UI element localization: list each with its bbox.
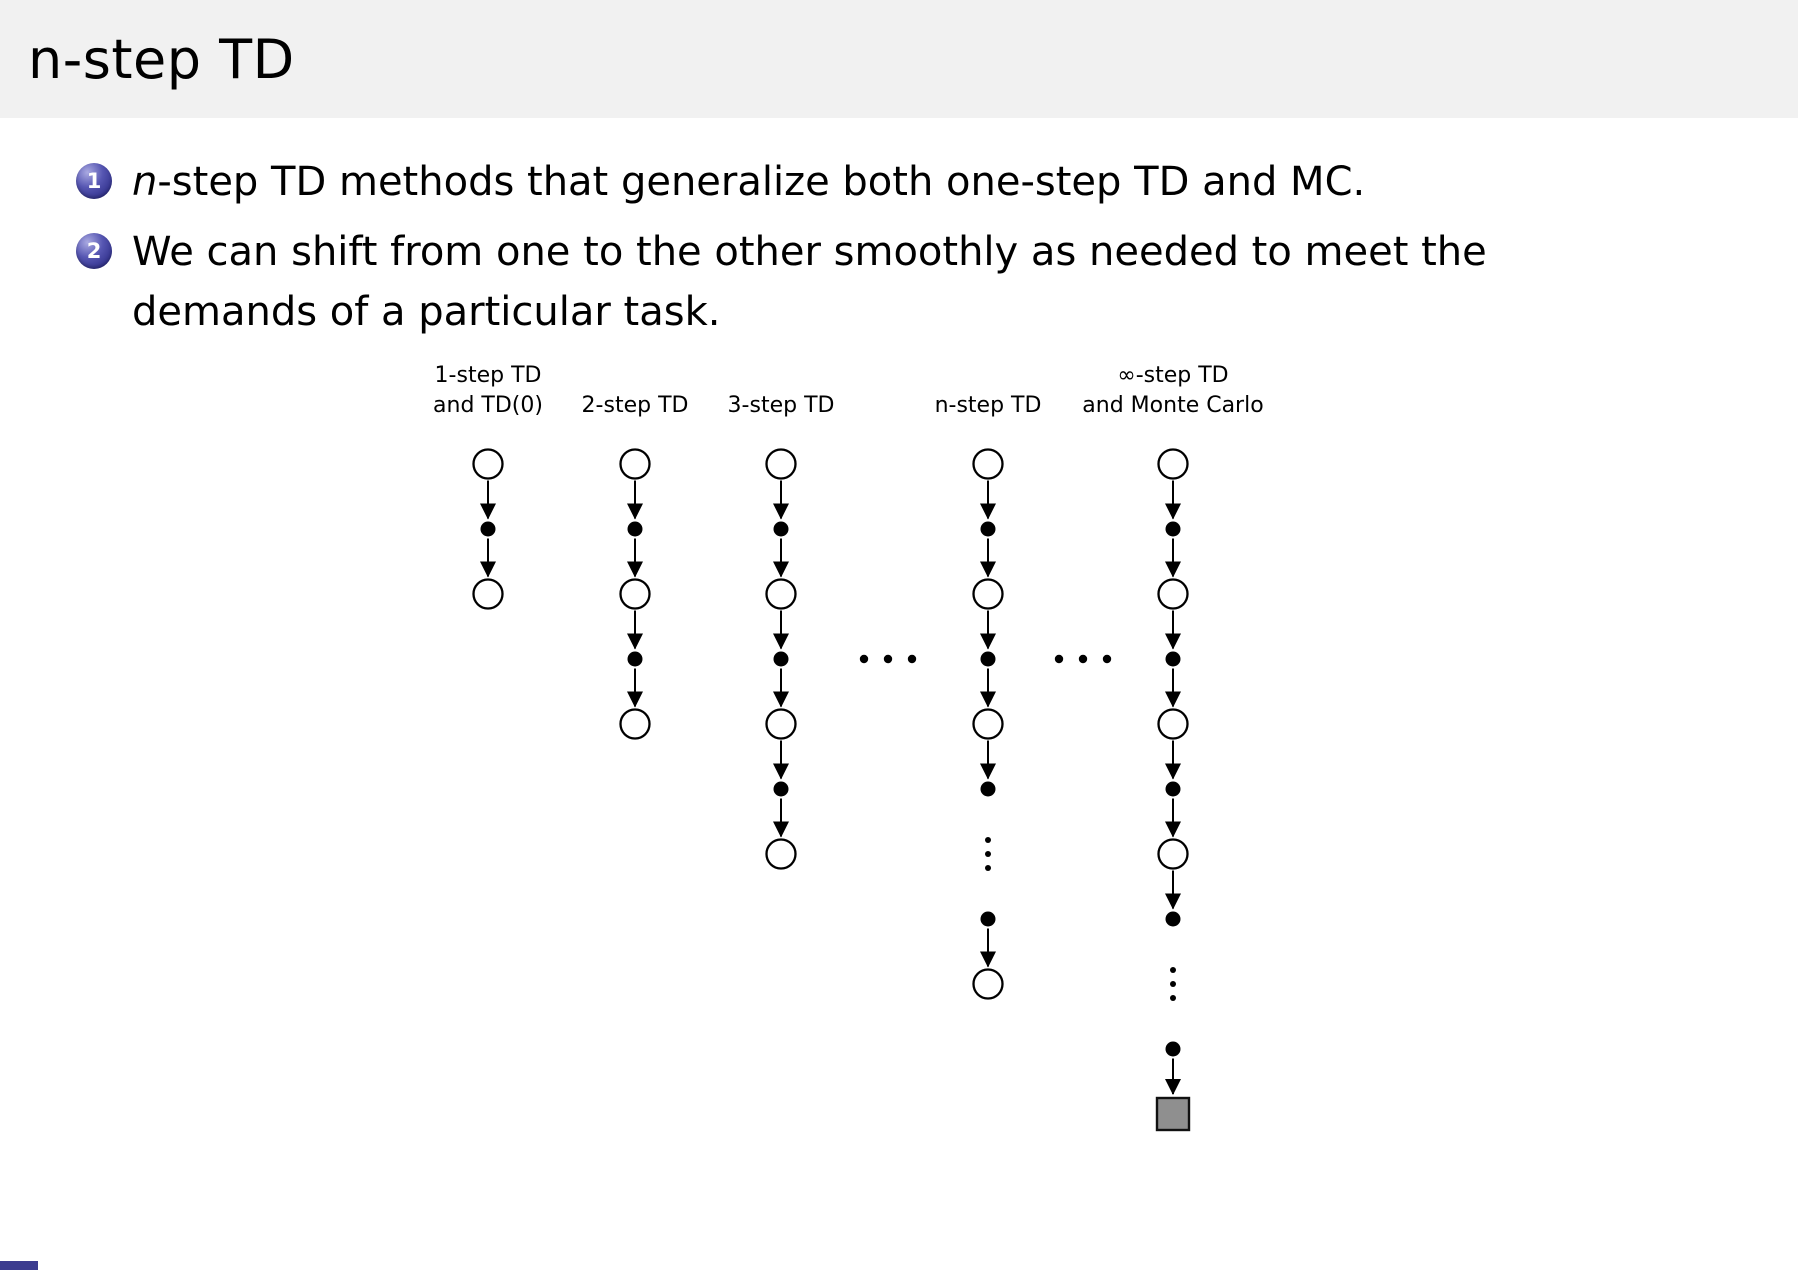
diagram-column: ∞-step TD and Monte Carlo xyxy=(1082,363,1264,1132)
backup-diagram-figure: 1-step TD and TD(0) 2-step TD 3-step TD n-st… xyxy=(418,352,1518,1152)
column-label: 3-step TD xyxy=(728,393,835,418)
state-node xyxy=(765,578,797,610)
action-node xyxy=(627,651,643,667)
vdots-dot xyxy=(985,865,991,871)
vdots-dot xyxy=(985,851,991,857)
column-label: and Monte Carlo xyxy=(1082,393,1263,418)
bullet-text-2-line-2: demands of a particular task. xyxy=(132,289,721,335)
vdots-dot xyxy=(1170,967,1176,973)
ellipsis-dot xyxy=(1054,654,1064,664)
state-node xyxy=(1157,708,1189,740)
action-node xyxy=(980,651,996,667)
action-node xyxy=(1165,911,1181,927)
ellipsis-dot xyxy=(859,654,869,664)
column-label: n-step TD xyxy=(935,393,1042,418)
state-node xyxy=(972,578,1004,610)
bullet-text-2-line-1: We can shift from one to the other smoot… xyxy=(132,229,1487,275)
bullet-list: 1 n-step TD methods that generalize both… xyxy=(76,152,1716,352)
action-node xyxy=(773,651,789,667)
state-node xyxy=(765,708,797,740)
action-node xyxy=(1165,781,1181,797)
state-node xyxy=(619,448,651,480)
ellipsis-dot xyxy=(1102,654,1112,664)
bullet-number-badge-2: 2 xyxy=(76,233,112,269)
vdots-dot xyxy=(985,837,991,843)
state-node xyxy=(765,448,797,480)
vdots-dot xyxy=(1170,995,1176,1001)
ellipsis-dot xyxy=(1078,654,1088,664)
action-node xyxy=(1165,521,1181,537)
state-node xyxy=(1157,838,1189,870)
diagram-ellipsis xyxy=(859,654,917,664)
state-node xyxy=(765,838,797,870)
column-label: 2-step TD xyxy=(582,393,689,418)
ellipsis-dot xyxy=(907,654,917,664)
action-node xyxy=(980,521,996,537)
state-node xyxy=(972,968,1004,1000)
bullet-text-1-rest: -step TD methods that generalize both on… xyxy=(157,159,1366,205)
action-node xyxy=(773,781,789,797)
column-label: and TD(0) xyxy=(433,393,543,418)
action-node xyxy=(980,781,996,797)
bullet-number-badge-1: 1 xyxy=(76,163,112,199)
footer-bar-fragment xyxy=(0,1261,38,1270)
diagram-column: 1-step TD and TD(0) xyxy=(433,363,543,610)
backup-diagram-svg: 1-step TD and TD(0) 2-step TD 3-step TD n-st… xyxy=(433,363,1264,1132)
action-node xyxy=(980,911,996,927)
slide-header: n-step TD xyxy=(0,0,1798,118)
terminal-node xyxy=(1155,1096,1191,1132)
state-node xyxy=(472,578,504,610)
column-label: 1-step TD xyxy=(435,363,542,388)
ellipsis-dot xyxy=(883,654,893,664)
bullet-text-2: We can shift from one to the other smoot… xyxy=(132,222,1487,342)
bullet-item-2: 2 We can shift from one to the other smo… xyxy=(76,222,1716,342)
action-node xyxy=(1165,651,1181,667)
state-node xyxy=(1157,578,1189,610)
action-node xyxy=(480,521,496,537)
bullet-item-1: 1 n-step TD methods that generalize both… xyxy=(76,152,1716,212)
state-node xyxy=(619,708,651,740)
state-node xyxy=(619,578,651,610)
state-node xyxy=(972,708,1004,740)
state-node xyxy=(972,448,1004,480)
action-node xyxy=(1165,1041,1181,1057)
state-node xyxy=(1157,448,1189,480)
action-node xyxy=(773,521,789,537)
diagram-column: n-step TD xyxy=(935,393,1042,1000)
action-node xyxy=(627,521,643,537)
diagram-ellipsis xyxy=(1054,654,1112,664)
column-label: ∞-step TD xyxy=(1117,363,1228,388)
diagram-column: 3-step TD xyxy=(728,393,835,870)
bullet-text-1: n-step TD methods that generalize both o… xyxy=(132,152,1365,212)
vdots-dot xyxy=(1170,981,1176,987)
italic-n: n xyxy=(132,159,158,205)
state-node xyxy=(472,448,504,480)
diagram-column: 2-step TD xyxy=(582,393,689,740)
slide-title: n-step TD xyxy=(28,27,295,91)
